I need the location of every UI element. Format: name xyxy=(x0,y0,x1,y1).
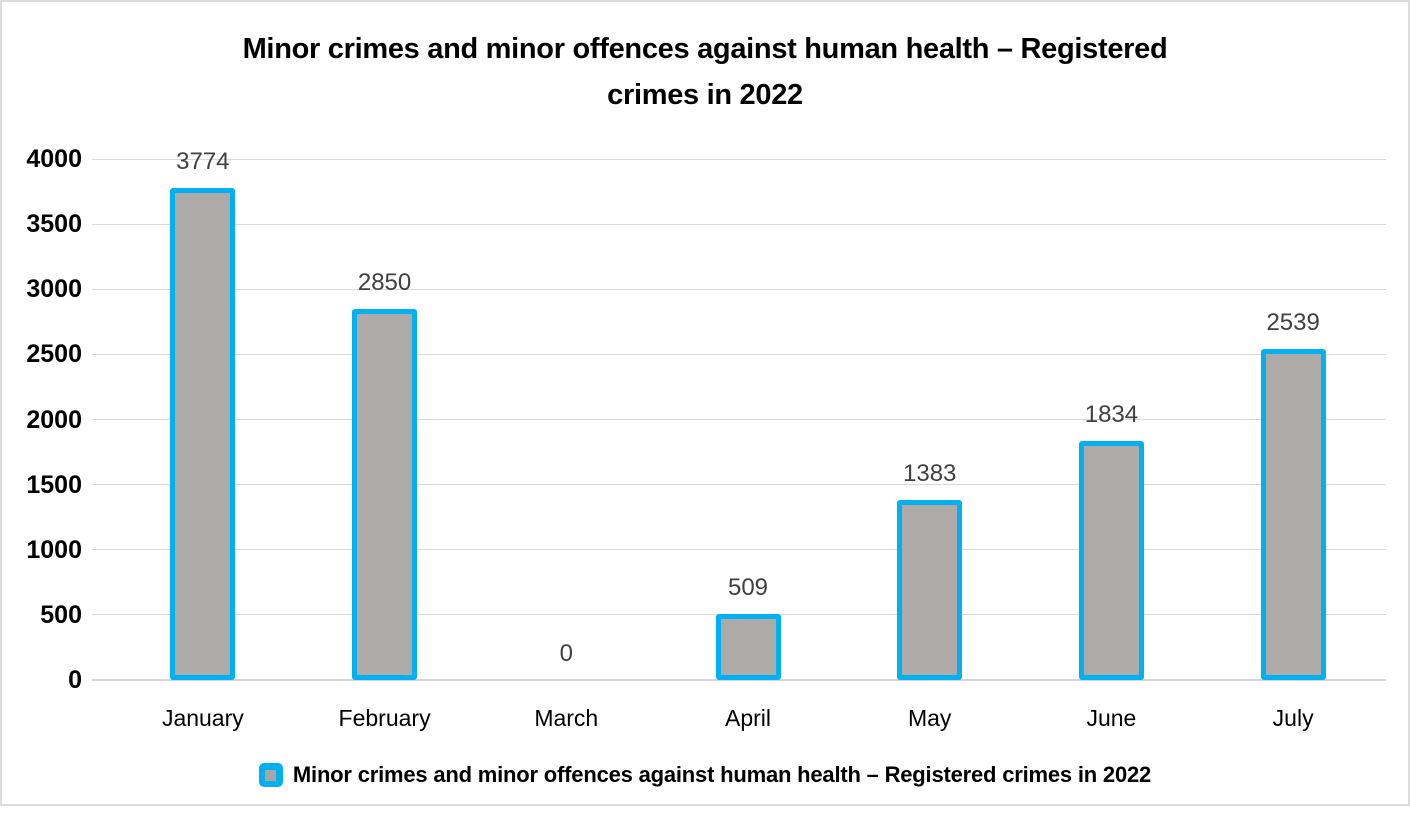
x-tick-label-may: May xyxy=(907,705,952,731)
bar-may xyxy=(897,500,963,680)
data-label-june: 1834 xyxy=(1084,401,1139,428)
y-tick-label-3500: 3500 xyxy=(26,210,82,239)
data-label-july: 2539 xyxy=(1266,309,1320,336)
bar-june xyxy=(1078,441,1144,680)
y-tick-label-1500: 1500 xyxy=(26,470,82,499)
y-tick-label-0: 0 xyxy=(68,666,82,694)
bar-january xyxy=(170,188,236,680)
x-axis-line xyxy=(92,679,1386,681)
x-tick-label-july: July xyxy=(1272,705,1314,731)
x-tick-label-january: January xyxy=(161,705,244,731)
gridline-2000 xyxy=(92,419,1386,420)
gridline-3500 xyxy=(92,223,1386,225)
chart-title: Minor crimes and minor offences against … xyxy=(2,26,1408,118)
chart-title-line-2: crimes in 2022 xyxy=(607,79,803,111)
gridline-2500 xyxy=(92,353,1386,355)
data-label-may: 1383 xyxy=(903,460,957,487)
bar-february xyxy=(352,309,418,680)
y-tick-label-2000: 2000 xyxy=(26,405,82,434)
data-label-march: 0 xyxy=(559,640,573,667)
x-tick-label-february: February xyxy=(338,705,431,731)
data-label-april: 509 xyxy=(727,574,769,601)
bar-july xyxy=(1260,349,1326,680)
chart-title-line-1: Minor crimes and minor offences against … xyxy=(242,33,1168,65)
y-tick-label-2500: 2500 xyxy=(26,340,82,369)
y-tick-label-500: 500 xyxy=(40,600,82,629)
gridline-1000 xyxy=(92,549,1386,551)
bar-april xyxy=(715,614,781,680)
gridline-3000 xyxy=(92,288,1386,290)
x-tick-label-march: March xyxy=(534,705,599,731)
y-tick-label-4000: 4000 xyxy=(26,145,82,173)
x-tick-label-june: June xyxy=(1086,705,1137,731)
legend-label: Minor crimes and minor offences against … xyxy=(292,762,1152,787)
y-tick-label-1000: 1000 xyxy=(26,535,82,564)
gridline-4000 xyxy=(92,158,1386,160)
gridline-1500 xyxy=(92,484,1386,486)
legend-series-swatch-icon xyxy=(258,763,283,787)
data-label-january: 3774 xyxy=(176,148,230,175)
y-tick-label-3000: 3000 xyxy=(26,275,82,304)
x-tick-label-april: April xyxy=(724,705,771,731)
legend: Minor crimes and minor offences against … xyxy=(2,762,1408,788)
data-label-february: 2850 xyxy=(357,269,412,296)
legend-swatch-fill xyxy=(265,769,277,781)
